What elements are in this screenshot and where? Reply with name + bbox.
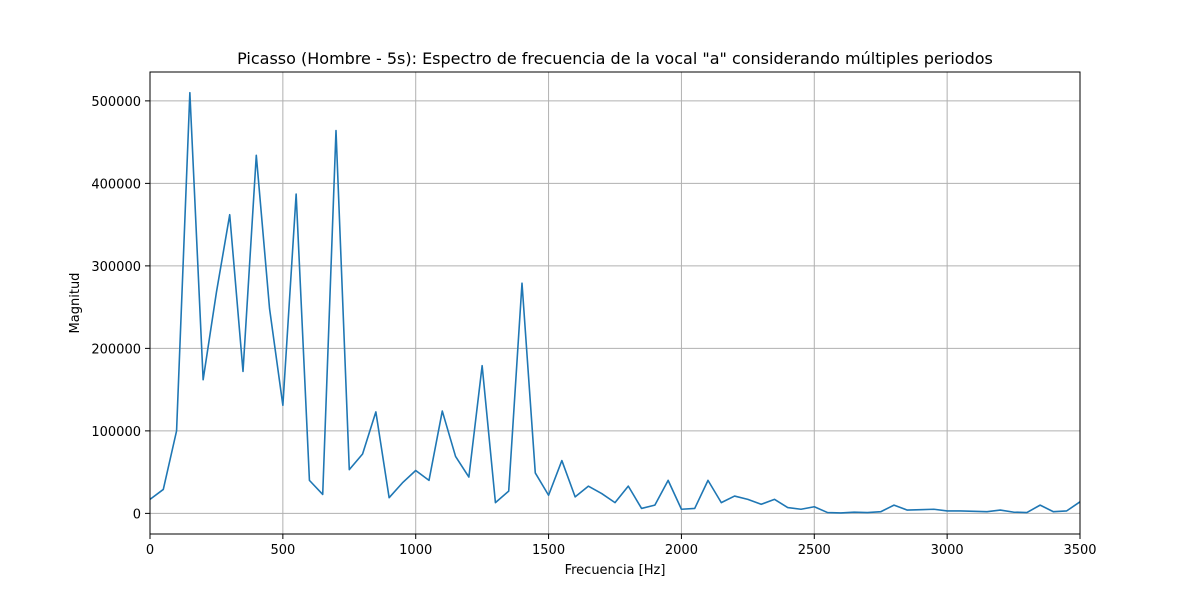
y-tick-label: 400000 (91, 177, 141, 192)
x-tick-label: 3500 (1063, 543, 1096, 558)
x-tick-label: 0 (146, 543, 154, 558)
y-tick-label: 500000 (91, 95, 141, 110)
y-tick-label: 100000 (91, 425, 141, 440)
y-axis-label: Magnitud (68, 273, 83, 334)
x-tick-label: 2500 (798, 543, 831, 558)
x-tick-label: 1000 (399, 543, 432, 558)
y-tick-label: 0 (133, 507, 141, 522)
series-line (149, 91, 1081, 514)
x-tick-label: 500 (270, 543, 295, 558)
y-tick-label: 200000 (91, 342, 141, 357)
x-tick-label: 1500 (532, 543, 565, 558)
chart-title: Picasso (Hombre - 5s): Espectro de frecu… (237, 49, 993, 68)
x-tick-label: 2000 (665, 543, 698, 558)
x-tick-label: 3000 (931, 543, 964, 558)
plot-frame (149, 71, 1081, 535)
grid (149, 72, 1081, 534)
ticks: 0 500 1000 1500 2000 2500 3000 3500 0 100000 20000… (91, 95, 1096, 558)
x-axis-label: Frecuencia [Hz] (565, 563, 666, 578)
y-tick-label: 300000 (91, 260, 141, 275)
